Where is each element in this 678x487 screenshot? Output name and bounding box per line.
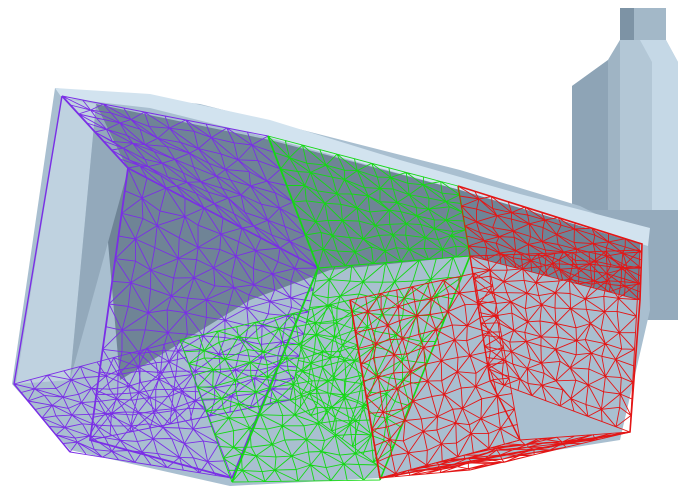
mesh-patch <box>61 95 319 269</box>
mesh-patch <box>267 135 471 269</box>
mesh-edge <box>349 299 381 479</box>
mesh-patch <box>469 249 641 433</box>
mesh-patch <box>13 339 233 479</box>
mesh-patch <box>349 269 521 479</box>
mesh-edge <box>469 255 521 441</box>
mesh-edge <box>379 185 643 479</box>
mesh-edge <box>61 95 233 479</box>
mesh-partition-red <box>349 185 643 479</box>
hull-top-rim <box>55 88 650 246</box>
mesh-edge <box>231 135 319 483</box>
mesh-patch <box>289 255 471 471</box>
mesh-edge <box>13 95 71 453</box>
